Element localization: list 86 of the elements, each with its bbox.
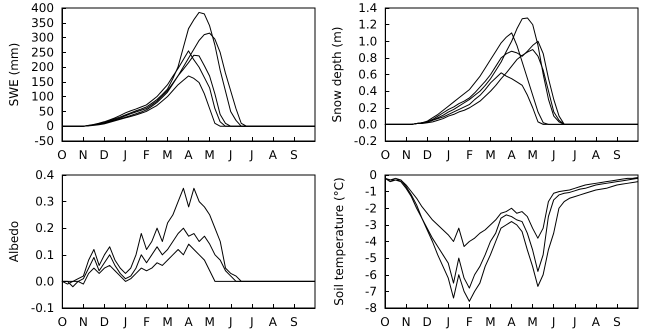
y-tick-label: 1.2	[358, 18, 378, 32]
y-tick-label: 0.6	[358, 68, 378, 82]
y-tick-label: 350	[31, 16, 54, 30]
x-tick-label: J	[228, 315, 233, 329]
x-tick-label: M	[204, 315, 215, 329]
x-tick-label: J	[445, 315, 450, 329]
x-tick-label: N	[402, 315, 411, 329]
x-tick-label: A	[268, 315, 278, 329]
y-tick-label: -1	[365, 184, 377, 199]
y-tick-label: 0	[369, 168, 377, 182]
x-tick-label: J	[122, 148, 128, 162]
x-tick-label: N	[402, 148, 411, 162]
x-tick-label: O	[58, 315, 68, 329]
x-tick-label: M	[528, 148, 538, 162]
x-tick-label: F	[142, 148, 150, 162]
y-tick-label: 150	[31, 74, 54, 89]
x-tick-label: O	[380, 315, 390, 329]
x-tick-label: N	[78, 148, 88, 162]
y-tick-label: -7	[365, 284, 377, 298]
y-tick-label: 1.4	[358, 1, 378, 15]
y-tick-label: 0.2	[358, 100, 378, 115]
x-tick-label: J	[248, 148, 254, 162]
x-tick-label: S	[613, 148, 621, 162]
y-tick-label: -4	[365, 234, 377, 248]
x-tick-label: A	[592, 315, 601, 329]
x-tick-label: N	[78, 315, 88, 329]
x-tick-label: J	[249, 315, 254, 329]
y-tick-label: 0.8	[358, 50, 378, 65]
y-tick-label: 400	[31, 1, 54, 15]
x-tick-label: S	[290, 315, 298, 329]
x-tick-label: M	[162, 148, 173, 162]
y-tick-label: 0.1	[35, 248, 54, 262]
x-tick-label: M	[527, 315, 538, 329]
x-tick-label: J	[572, 315, 577, 329]
x-tick-label: S	[290, 148, 298, 162]
y-tick-label: -50	[34, 134, 54, 148]
y-axis-title: Snow depth (m)	[330, 26, 344, 122]
y-tick-label: 1.0	[358, 34, 378, 48]
x-tick-label: J	[228, 148, 232, 162]
x-tick-label: M	[485, 315, 496, 329]
x-tick-label: J	[550, 315, 556, 329]
y-tick-label: -6	[365, 268, 377, 282]
x-tick-label: A	[268, 148, 278, 162]
y-tick-label: -8	[365, 301, 377, 315]
x-tick-label: M	[485, 148, 496, 162]
x-tick-label: J	[551, 148, 556, 162]
y-tick-label: 0.3	[35, 194, 54, 209]
x-tick-label: F	[466, 148, 474, 162]
y-tick-label: 300	[31, 30, 54, 45]
x-tick-label: O	[380, 148, 390, 162]
x-tick-label: O	[57, 148, 67, 162]
x-tick-label: A	[184, 315, 194, 329]
y-axis-title: SWE (mm)	[7, 42, 22, 106]
x-tick-label: F	[466, 315, 473, 329]
x-tick-label: A	[184, 148, 194, 162]
x-tick-label: D	[100, 148, 109, 162]
y-tick-label: -3	[365, 218, 377, 232]
y-tick-label: 0.4	[35, 168, 54, 182]
x-tick-label: S	[613, 315, 621, 329]
y-tick-label: 100	[31, 90, 54, 104]
x-tick-label: M	[162, 315, 173, 329]
x-tick-label: J	[122, 315, 128, 329]
y-tick-label: 0	[46, 119, 54, 134]
y-tick-label: 250	[31, 45, 54, 60]
y-tick-label: 0.0	[358, 117, 378, 132]
y-tick-label: -0.2	[354, 134, 378, 148]
y-tick-label: 0.0	[35, 274, 54, 288]
y-tick-label: -0.1	[30, 301, 54, 315]
y-axis-title: Soil temperature (°C)	[332, 177, 346, 306]
y-tick-label: -2	[365, 201, 377, 216]
x-tick-label: D	[100, 315, 110, 329]
y-tick-label: 200	[31, 60, 54, 74]
x-tick-label: J	[446, 148, 450, 162]
y-tick-label: 50	[38, 104, 54, 118]
y-tick-label: -5	[365, 251, 377, 266]
x-tick-label: F	[143, 315, 150, 329]
x-tick-label: M	[204, 148, 215, 162]
x-tick-label: A	[507, 315, 516, 329]
x-tick-label: J	[572, 148, 577, 162]
y-axis-title: Albedo	[7, 220, 21, 262]
x-tick-label: A	[508, 148, 517, 162]
y-tick-label: 0.2	[35, 221, 54, 236]
y-tick-label: 0.4	[358, 84, 378, 98]
x-tick-label: D	[422, 315, 432, 329]
x-tick-label: D	[422, 148, 432, 162]
x-tick-label: A	[592, 148, 601, 162]
